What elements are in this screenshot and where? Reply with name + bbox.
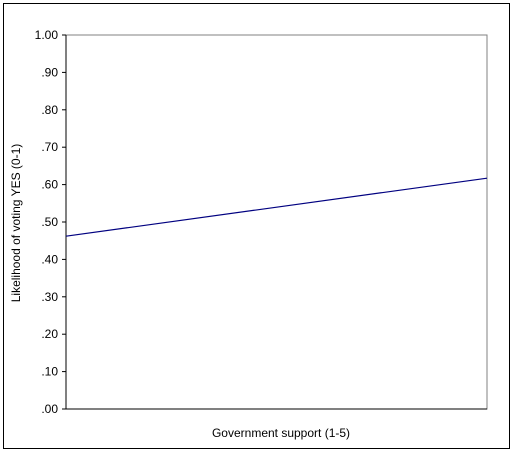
x-axis-label: Government support (1-5) [212,426,350,440]
y-tick-label: .30 [41,290,58,304]
y-tick-label: .70 [41,140,58,154]
plot-area [65,34,488,410]
y-tick-label: .90 [41,65,58,79]
y-axis: .00 .10 .20 .30 .40 .50 .60 .70 .80 .90 1.00 [35,28,67,416]
y-axis-label: Likelihood of voting YES (0-1) [9,144,23,303]
y-tick-label: .10 [41,365,58,379]
y-tick-label: .80 [41,103,58,117]
y-tick-label: .00 [41,402,58,416]
y-tick-label: 1.00 [35,28,59,42]
y-tick-label: .40 [41,252,58,266]
y-tick-label: .50 [41,215,58,229]
series-layer [65,177,488,237]
series-line [65,177,488,237]
y-tick-label: .60 [41,178,58,192]
y-tick-label: .20 [41,327,58,341]
